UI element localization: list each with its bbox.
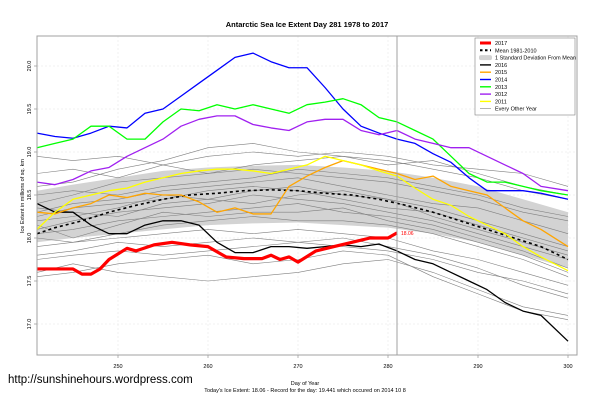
legend-label: 1 Standard Deviation From Mean — [495, 56, 576, 62]
x-tick-label: 270 — [293, 364, 302, 370]
x-tick-label: 250 — [113, 364, 122, 370]
series-line-every-other-year — [36, 151, 569, 187]
chart-title: Antarctic Sea Ice Extent Day 281 1978 to… — [226, 20, 389, 29]
y-tick-label: 20.0 — [27, 61, 33, 72]
y-axis-label: Ice Extent in millions of sq. km — [20, 159, 26, 233]
series-line-2014 — [36, 52, 569, 200]
series-line-2017 — [37, 231, 398, 276]
legend-label: 2017 — [495, 41, 507, 47]
end-value-label: 18.06 — [401, 231, 414, 237]
x-tick-label: 280 — [383, 364, 392, 370]
legend-label: Every Other Year — [495, 107, 537, 113]
series-line-every-other-year — [36, 156, 569, 196]
series-line-2013 — [36, 98, 569, 196]
series-line-every-other-year — [36, 237, 569, 295]
legend-label: 2015 — [495, 70, 507, 76]
y-tick-label: 19.0 — [27, 147, 33, 158]
legend-item: 2016 — [480, 63, 507, 69]
legend-item: 2013 — [480, 85, 507, 91]
legend-label: 2014 — [495, 78, 507, 84]
x-tick-label: 290 — [473, 364, 482, 370]
series-line-every-other-year — [36, 203, 569, 269]
series-line-2015 — [36, 159, 569, 248]
y-tick-label: 17.5 — [27, 276, 33, 287]
legend-item: Mean 1981-2010 — [480, 48, 537, 54]
x-tick-label: 300 — [563, 364, 572, 370]
legend-item: 2017 — [480, 41, 507, 47]
sd-band-area — [37, 164, 568, 269]
series-line-every-other-year — [36, 168, 569, 217]
x-axis-label: Day of Year — [291, 381, 320, 387]
legend-swatch — [479, 55, 492, 61]
y-tick-label: 18.5 — [27, 190, 33, 201]
series-line-every-other-year — [36, 237, 569, 299]
y-tick-label: 17.0 — [27, 319, 33, 330]
footer-summary: Today's Ice Extent: 18.06 - Record for t… — [204, 388, 406, 394]
series-line-every-other-year — [36, 168, 569, 222]
legend-item: 2011 — [480, 99, 507, 105]
y-axis: 17.0 17.5 18.0 18.5 19.0 19.5 20.0 — [27, 61, 37, 330]
legend-label: 2016 — [495, 63, 507, 69]
series-line-mean-1981-2010 — [36, 189, 569, 261]
plot-frame — [36, 35, 578, 356]
series-line-every-other-year — [36, 250, 569, 320]
legend-label: 2011 — [495, 99, 507, 105]
series-line-2012 — [36, 115, 569, 192]
legend-item: Every Other Year — [480, 107, 537, 113]
legend-item: 1 Standard Deviation From Mean — [479, 55, 576, 62]
series-line-every-other-year — [36, 207, 569, 273]
legend-label: 2013 — [495, 85, 507, 91]
legend-box — [474, 37, 576, 116]
series-line-every-other-year — [36, 190, 569, 256]
y-tick-label: 19.5 — [27, 104, 33, 115]
series-lines — [36, 52, 569, 342]
series-line-2016 — [36, 203, 569, 342]
legend-label: 2012 — [495, 92, 507, 98]
series-line-every-other-year — [36, 259, 569, 316]
x-tick-label: 260 — [203, 364, 212, 370]
y-tick-label: 18.0 — [27, 233, 33, 244]
legend-item: 2014 — [480, 78, 507, 84]
legend-label: Mean 1981-2010 — [495, 48, 537, 54]
legend-item: 2015 — [480, 70, 507, 76]
legend-item: 2012 — [480, 92, 507, 98]
series-line-2011 — [36, 155, 569, 272]
x-axis: 250 260 270 280 290 300 — [113, 355, 573, 370]
watermark-url[interactable]: http://sunshinehours.wordpress.com — [8, 374, 193, 386]
series-line-every-other-year — [36, 194, 569, 260]
sd-band — [37, 164, 568, 269]
series-line-every-other-year — [36, 177, 569, 234]
series-line-every-other-year — [36, 229, 569, 286]
